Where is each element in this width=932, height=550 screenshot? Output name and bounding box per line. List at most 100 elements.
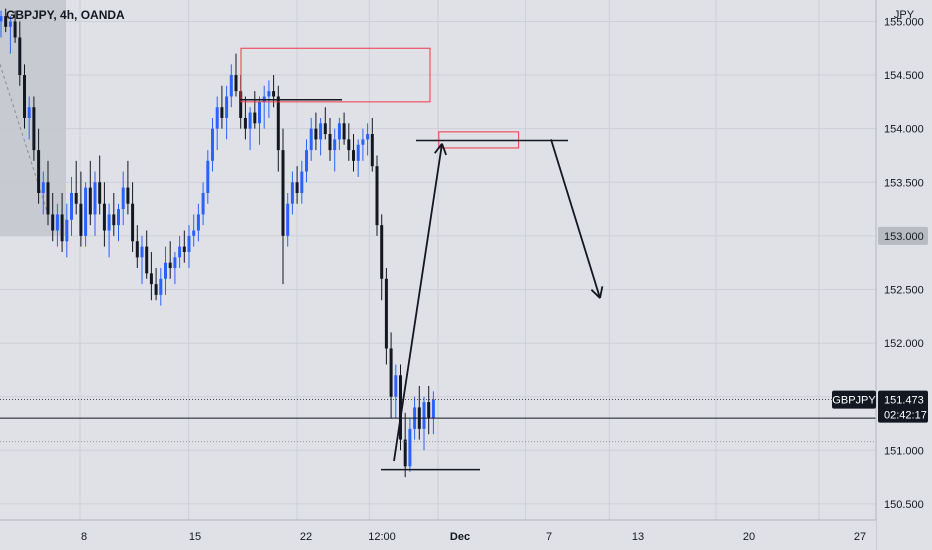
candle <box>32 96 36 161</box>
candle <box>84 182 88 247</box>
candle <box>37 128 41 204</box>
candle-body <box>380 225 384 279</box>
candle-body <box>319 123 323 140</box>
candle-body <box>140 246 144 258</box>
x-tick-label: 15 <box>189 531 201 543</box>
candle <box>51 192 55 242</box>
candle <box>225 85 229 140</box>
y-tick-label: 154.000 <box>884 124 924 136</box>
candle <box>389 332 393 419</box>
bullish-arrow-head <box>441 143 447 156</box>
candle <box>196 203 200 242</box>
candle-body <box>70 192 73 220</box>
candle-body <box>427 402 431 419</box>
candle <box>23 64 26 129</box>
symbol-tag-box <box>832 390 876 409</box>
candle <box>342 112 346 145</box>
x-tick-label: 27 <box>854 531 866 543</box>
candle <box>4 8 8 33</box>
countdown-label: 02:42:17 <box>884 410 927 422</box>
candle <box>258 96 261 145</box>
candle-body <box>79 203 83 236</box>
candle-body <box>168 262 172 269</box>
y-tick-label: 151.000 <box>884 445 924 457</box>
candle <box>13 10 17 43</box>
candle-body <box>60 214 64 242</box>
candle-body <box>366 134 370 140</box>
candle <box>117 203 120 242</box>
candle <box>366 123 370 156</box>
candle-body <box>248 112 252 129</box>
crosshair-price-label: 153.000 <box>884 231 924 243</box>
candle <box>375 155 379 236</box>
candle <box>408 418 412 472</box>
candle-body <box>234 75 238 92</box>
candle-body <box>182 246 186 252</box>
candle-body <box>187 235 191 252</box>
candle <box>93 171 97 236</box>
candle <box>60 192 64 252</box>
candle-body <box>431 399 435 419</box>
candle-body <box>149 273 153 285</box>
candle-body <box>361 139 365 145</box>
crosshair-price-box <box>878 226 928 245</box>
candle <box>399 364 402 451</box>
candle-body <box>131 203 135 242</box>
candle <box>41 171 45 215</box>
price-axis <box>876 0 932 550</box>
candle <box>140 235 144 285</box>
candle-body <box>394 375 398 397</box>
candle <box>65 203 69 258</box>
candle <box>281 128 285 285</box>
candle <box>107 203 111 258</box>
candle <box>361 128 365 161</box>
candle <box>18 21 22 86</box>
candle-body <box>267 91 271 97</box>
candle <box>234 53 238 97</box>
candle <box>192 214 196 247</box>
candle <box>347 123 351 161</box>
candle <box>352 134 355 172</box>
candle-body <box>164 262 167 279</box>
candle <box>102 182 106 247</box>
x-tick-label: 20 <box>743 531 755 543</box>
candle <box>394 364 398 419</box>
candle <box>380 214 384 301</box>
candle-body <box>370 134 374 167</box>
candle-body <box>135 241 139 258</box>
candle-body <box>243 117 247 129</box>
y-tick-label: 152.500 <box>884 284 924 296</box>
candle-body <box>272 91 276 97</box>
candle-body <box>206 160 210 193</box>
candle-body <box>229 75 233 97</box>
candle <box>168 241 172 279</box>
candle-body <box>159 278 163 295</box>
candle <box>323 107 327 140</box>
candle <box>201 182 205 226</box>
candle <box>403 412 407 478</box>
candle <box>131 182 135 252</box>
x-tick-label: 7 <box>546 531 552 543</box>
candle-body <box>239 91 243 118</box>
candle-body <box>145 246 149 274</box>
candle-body <box>192 230 196 236</box>
candle-body <box>314 128 318 140</box>
candle-body <box>74 192 78 204</box>
candle-body <box>356 144 360 161</box>
candle-body <box>84 187 88 236</box>
candle <box>164 246 167 295</box>
candle-body <box>422 402 426 429</box>
bullish-arrow <box>393 143 443 462</box>
candle <box>126 160 130 215</box>
currency-label: JPY <box>894 9 915 21</box>
candle-body <box>18 37 22 76</box>
candle <box>74 160 78 215</box>
candle-body <box>51 214 55 231</box>
candle-body <box>328 134 332 151</box>
candle-body <box>375 166 379 226</box>
candle-body <box>281 150 285 236</box>
candle-body <box>0 16 3 22</box>
symbol-tag: GBPJPY <box>832 395 876 407</box>
